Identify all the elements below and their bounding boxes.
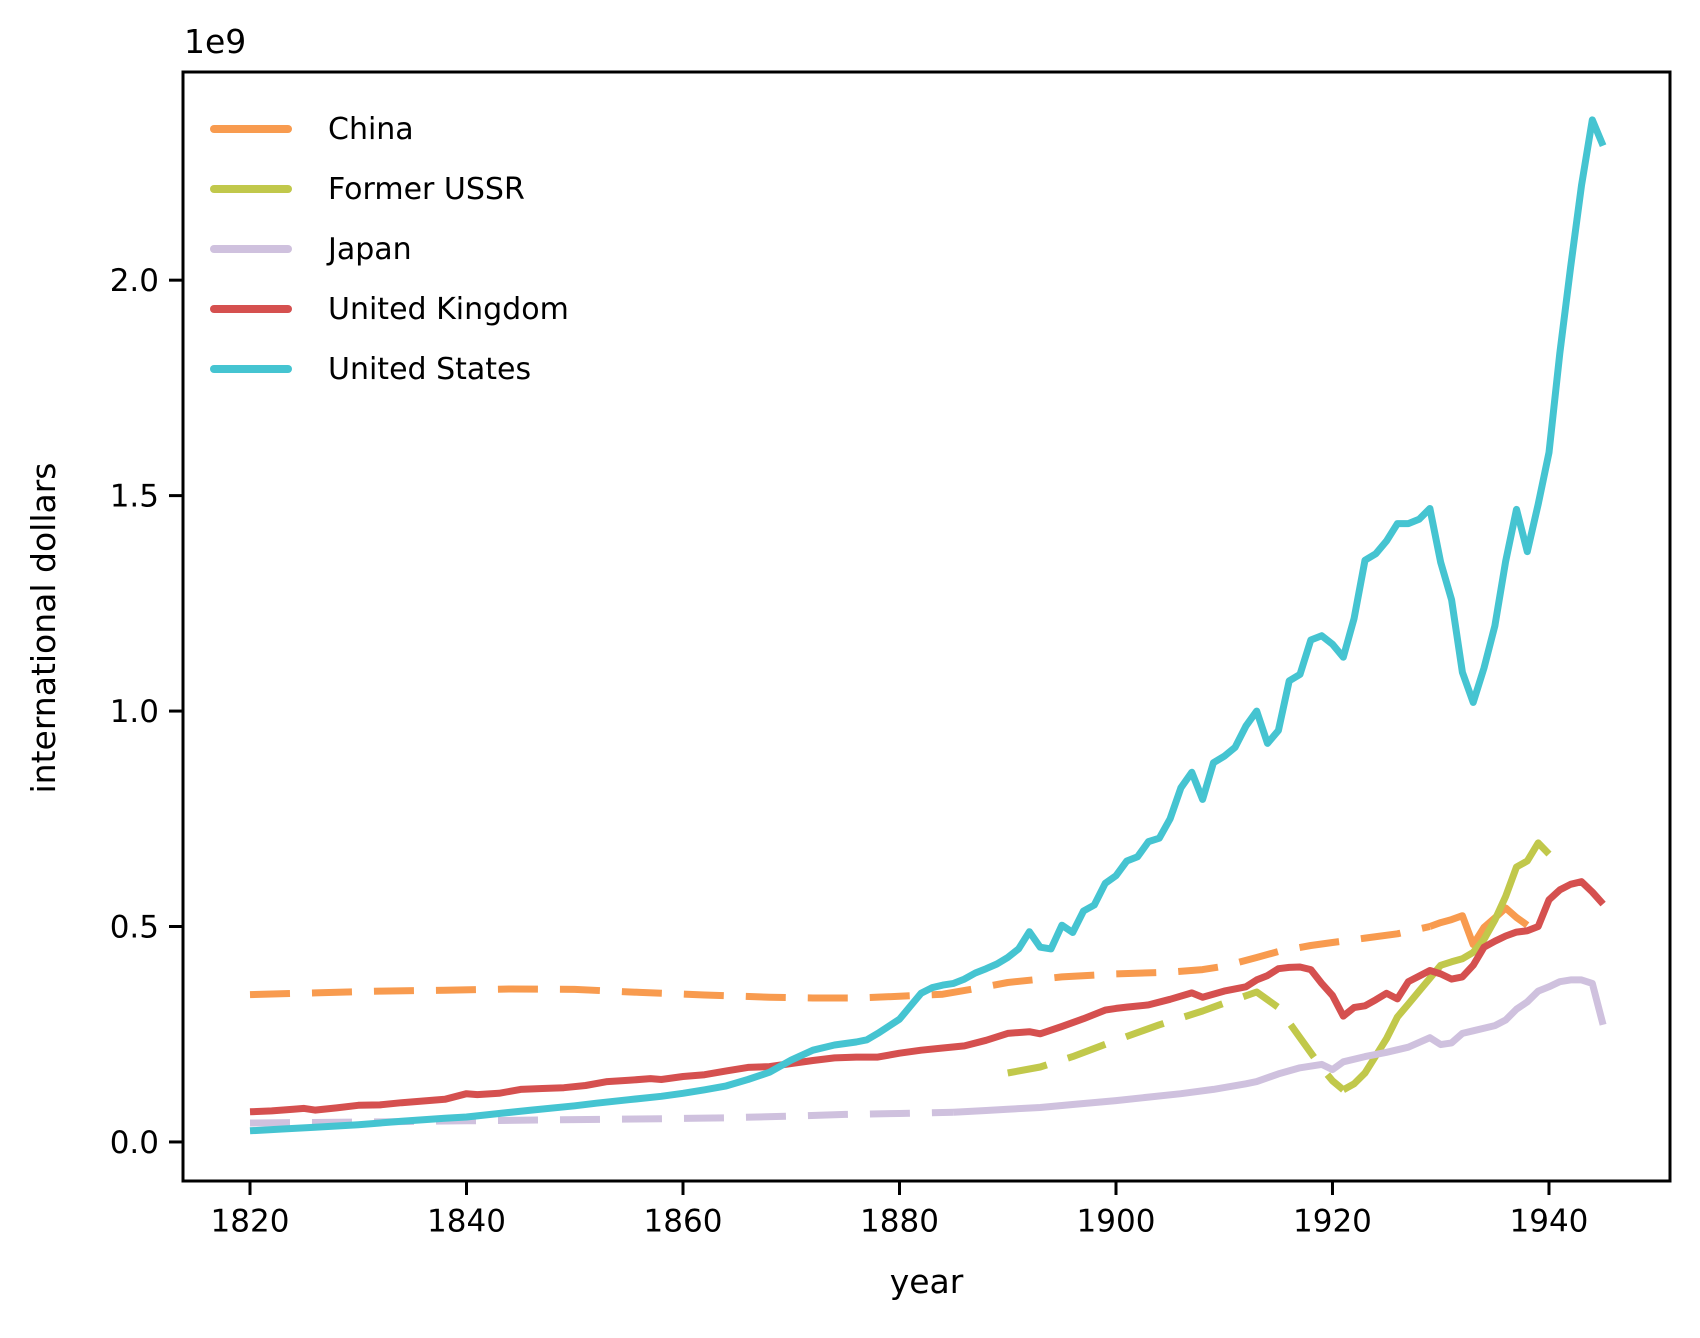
y-tick-label: 2.0 [110,263,159,299]
series-line-japan-solid [953,976,1607,1116]
legend-item-china: China [210,99,569,159]
legend-item-former-ussr: Former USSR [210,159,569,219]
series-line-united-kingdom-solid [249,878,1606,1116]
x-tick-label: 1880 [860,1203,939,1239]
legend-label: United Kingdom [328,291,569,327]
y-tick-label: 1.5 [110,479,159,515]
legend-label: Japan [328,231,412,267]
y-tick-label: 0.5 [110,910,159,946]
series-line-china-dashed [249,923,1431,1002]
x-tick-label: 1900 [1077,1203,1156,1239]
legend-line-swatch [210,305,292,313]
legend-line-swatch [210,125,292,133]
series-line-united-states-solid [249,116,1607,1135]
legend-label: China [328,111,414,147]
x-tick-label: 1940 [1510,1203,1589,1239]
x-tick-label: 1840 [427,1203,506,1239]
legend-label: United States [328,351,532,387]
legend-line-swatch [210,185,292,193]
y-axis-offset-label: 1e9 [184,22,247,61]
legend-item-japan: Japan [210,219,569,279]
y-tick-label: 0.0 [110,1125,159,1161]
x-tick-label: 1820 [211,1203,290,1239]
y-axis-label: international dollars [24,462,63,794]
legend-line-swatch [210,365,292,373]
axes-spines [181,70,1672,1183]
legend: China Former USSR Japan United Kingdom Unite… [210,99,569,399]
legend-item-united-kingdom: United Kingdom [210,279,569,339]
y-tick-label: 1.0 [110,694,159,730]
x-tick-label: 1920 [1293,1203,1372,1239]
legend-item-united-states: United States [210,339,569,399]
legend-line-swatch [210,245,292,253]
x-tick-label: 1860 [644,1203,723,1239]
x-axis-label: year [889,1262,964,1301]
series-line-china-solid [1428,904,1530,949]
series-line-former-ussr-dashed [1007,988,1346,1093]
legend-label: Former USSR [328,171,525,207]
